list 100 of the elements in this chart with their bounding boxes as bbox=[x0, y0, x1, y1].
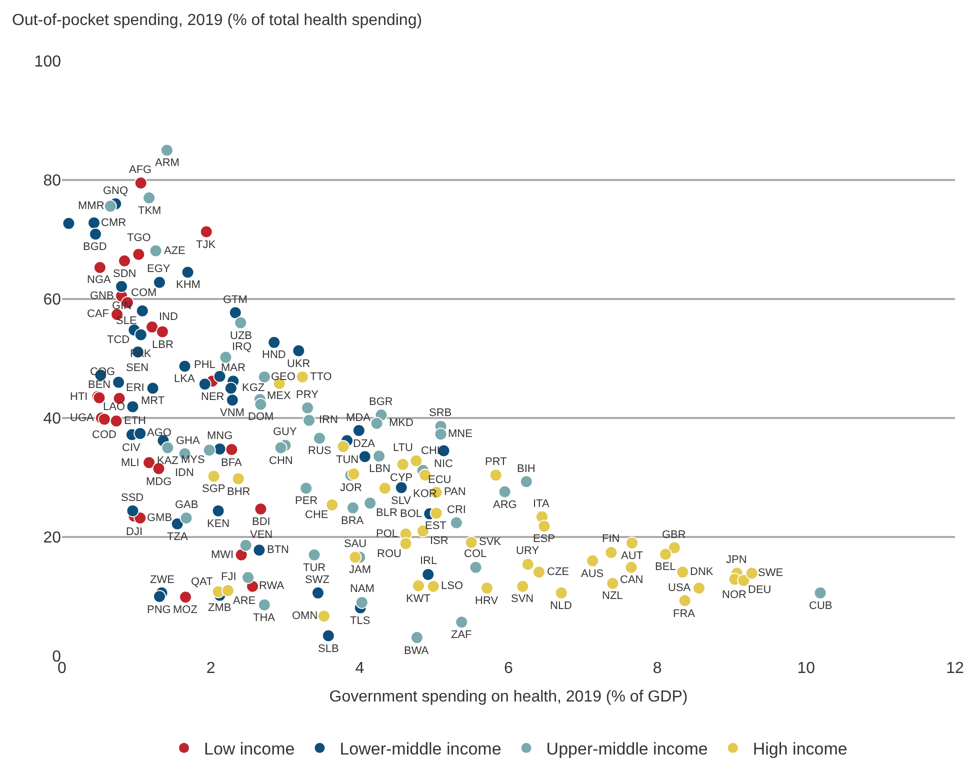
data-label: AUT bbox=[621, 550, 644, 562]
data-label: TKM bbox=[138, 205, 162, 217]
point bbox=[464, 536, 478, 549]
data-label: FRA bbox=[673, 608, 696, 620]
data-label: CHE bbox=[305, 509, 328, 521]
data-label: UZB bbox=[230, 330, 252, 342]
data-label: SLV bbox=[391, 495, 412, 507]
data-label: MEX bbox=[267, 390, 292, 402]
point bbox=[410, 454, 423, 468]
legend-label: Upper-middle income bbox=[546, 740, 708, 759]
point bbox=[226, 394, 239, 407]
point bbox=[160, 144, 174, 157]
point bbox=[239, 538, 252, 552]
data-label: THA bbox=[253, 612, 276, 624]
point bbox=[207, 470, 220, 483]
data-label: CHN bbox=[269, 455, 293, 467]
point bbox=[300, 482, 313, 495]
data-label: NZL bbox=[602, 590, 623, 602]
data-label: DJI bbox=[126, 526, 142, 538]
point bbox=[678, 594, 692, 608]
x-axis-title: Government spending on health, 2019 (% of GDP) bbox=[329, 688, 688, 706]
data-label: SEN bbox=[126, 362, 149, 374]
data-label: POL bbox=[376, 528, 398, 540]
point bbox=[312, 432, 326, 445]
point bbox=[268, 336, 281, 349]
data-label: SAU bbox=[344, 538, 367, 550]
data-label: DOM bbox=[248, 411, 274, 423]
x-tick-label: 10 bbox=[797, 660, 816, 677]
x-tick-label: 8 bbox=[652, 660, 662, 677]
data-label: LTU bbox=[393, 442, 414, 454]
point bbox=[170, 517, 184, 530]
data-label: GEO bbox=[271, 371, 296, 383]
point bbox=[112, 376, 126, 389]
data-label: BGD bbox=[83, 241, 107, 253]
data-label: CUB bbox=[809, 600, 832, 612]
point bbox=[88, 228, 102, 241]
data-label: ROU bbox=[377, 548, 402, 560]
point bbox=[134, 328, 148, 342]
point bbox=[410, 631, 424, 644]
data-label: BEN bbox=[88, 379, 111, 391]
data-label: MKD bbox=[389, 417, 414, 429]
x-tick-label: 12 bbox=[946, 660, 964, 677]
point bbox=[88, 216, 100, 230]
data-label: NLD bbox=[550, 600, 572, 612]
data-label: GUY bbox=[273, 426, 298, 438]
data-label: BGR bbox=[369, 396, 393, 408]
point bbox=[242, 570, 255, 584]
data-label: SRB bbox=[429, 407, 452, 419]
data-label: MDA bbox=[346, 412, 372, 424]
data-label: HRV bbox=[475, 595, 499, 607]
data-label: FJI bbox=[221, 571, 236, 583]
point bbox=[355, 596, 368, 609]
point bbox=[213, 370, 226, 383]
y-tick-label: 40 bbox=[43, 410, 62, 428]
data-label: LBN bbox=[369, 463, 390, 475]
data-label: ECU bbox=[428, 474, 452, 486]
data-label: MLI bbox=[121, 457, 140, 469]
data-label: DNK bbox=[690, 566, 714, 578]
data-label: MOZ bbox=[173, 604, 198, 616]
data-label: TUN bbox=[336, 454, 359, 466]
data-label: MRT bbox=[141, 395, 165, 407]
data-label: CAN bbox=[620, 574, 644, 586]
point bbox=[302, 414, 316, 427]
data-label: MWI bbox=[211, 549, 234, 561]
data-label: GNQ bbox=[103, 185, 128, 197]
point bbox=[668, 541, 681, 554]
point bbox=[520, 475, 533, 488]
data-label: AFG bbox=[129, 164, 152, 176]
data-label: DEU bbox=[748, 584, 772, 596]
data-label: ESP bbox=[533, 533, 556, 545]
data-label: MYS bbox=[181, 454, 205, 466]
point bbox=[142, 191, 156, 204]
point bbox=[624, 560, 638, 574]
data-label: KHM bbox=[176, 279, 200, 291]
data-label: PHL bbox=[194, 359, 216, 371]
y-axis-title: Out-of-pocket spending, 2019 (% of total health spending) bbox=[12, 12, 422, 29]
x-tick-label: 2 bbox=[206, 660, 216, 677]
x-tick-label: 6 bbox=[504, 660, 514, 677]
point bbox=[301, 401, 314, 414]
data-label: JPN bbox=[726, 554, 747, 566]
point bbox=[232, 472, 245, 486]
point bbox=[606, 576, 620, 590]
point bbox=[146, 320, 159, 334]
point bbox=[104, 200, 117, 213]
data-label: KWT bbox=[406, 593, 431, 605]
point bbox=[399, 537, 412, 550]
data-label: TLS bbox=[350, 615, 370, 627]
data-label: TUR bbox=[303, 562, 326, 574]
data-label: IRL bbox=[420, 555, 438, 567]
data-label: DZA bbox=[353, 438, 376, 450]
data-label: TGO bbox=[127, 232, 152, 244]
point bbox=[142, 456, 156, 470]
data-label: GTM bbox=[223, 294, 248, 306]
point bbox=[254, 502, 268, 516]
point bbox=[626, 536, 639, 550]
point bbox=[469, 560, 482, 574]
data-label: LKA bbox=[174, 373, 196, 385]
data-label: BEL bbox=[655, 561, 676, 573]
point bbox=[326, 498, 339, 512]
data-label: COD bbox=[92, 429, 116, 441]
